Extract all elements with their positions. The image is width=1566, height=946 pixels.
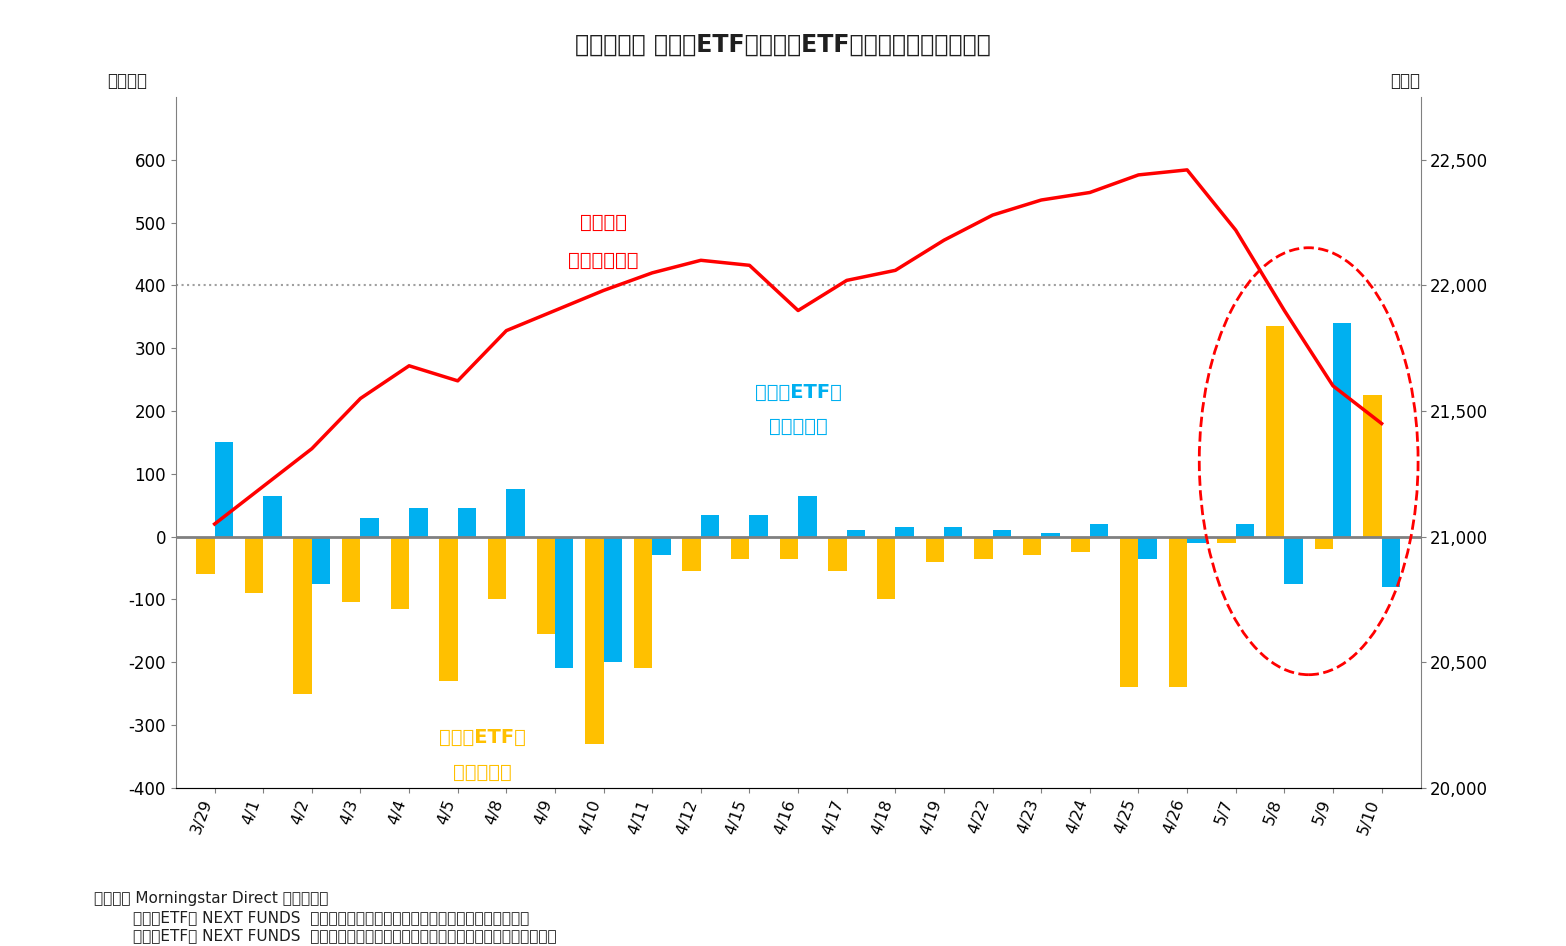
Bar	[438, 536, 457, 681]
Text: 日経平均: 日経平均	[579, 213, 626, 232]
Bar	[390, 536, 409, 609]
Text: 強気型ETFの: 強気型ETFの	[438, 728, 526, 747]
Bar	[360, 517, 379, 536]
Bar	[926, 536, 944, 562]
Bar	[1023, 536, 1041, 555]
Bar	[244, 536, 263, 593]
Bar	[896, 527, 915, 536]
Text: 弱気型ETFは NEXT FUNDS  日経平均ダブルインバース・インデックス連動型上場投信。: 弱気型ETFは NEXT FUNDS 日経平均ダブルインバース・インデックス連動…	[94, 928, 556, 943]
Bar	[651, 536, 670, 555]
Bar	[993, 531, 1012, 536]
Bar	[1217, 536, 1236, 543]
Bar	[1041, 534, 1060, 536]
Bar	[1071, 536, 1090, 552]
Bar	[828, 536, 847, 571]
Bar	[341, 536, 360, 603]
Bar	[1168, 536, 1187, 687]
Bar	[312, 536, 330, 584]
Bar	[731, 536, 750, 558]
Text: （億円）: （億円）	[106, 72, 147, 90]
Bar	[1333, 324, 1351, 536]
Text: （資料） Morningstar Direct より作成。: （資料） Morningstar Direct より作成。	[94, 891, 329, 906]
Bar	[196, 536, 215, 574]
Text: 株価（右軸）: 株価（右軸）	[568, 251, 639, 270]
Text: 》図表２》 強気型ETFと弱気型ETFの日次推計資金流出入: 》図表２》 強気型ETFと弱気型ETFの日次推計資金流出入	[575, 33, 991, 57]
Bar	[293, 536, 312, 693]
Bar	[1187, 536, 1206, 543]
Bar	[489, 536, 506, 600]
Text: 資金流出入: 資金流出入	[453, 762, 512, 781]
Bar	[634, 536, 651, 669]
Bar	[1265, 326, 1284, 536]
Bar	[263, 496, 282, 536]
Bar	[877, 536, 896, 600]
Bar	[409, 508, 428, 536]
Bar	[974, 536, 993, 558]
Bar	[554, 536, 573, 669]
Bar	[1284, 536, 1303, 584]
Bar	[1090, 524, 1109, 536]
Bar	[1314, 536, 1333, 549]
Text: 資金流出入: 資金流出入	[769, 417, 827, 436]
Bar	[750, 515, 767, 536]
Bar	[1138, 536, 1157, 558]
Bar	[215, 443, 233, 536]
Bar	[944, 527, 963, 536]
Bar	[537, 536, 554, 634]
Bar	[799, 496, 816, 536]
Bar	[683, 536, 702, 571]
Bar	[847, 531, 864, 536]
Text: 強気型ETFは NEXT FUNDS  日経平均レバレッジ・インデックス連動型上場投信。: 強気型ETFは NEXT FUNDS 日経平均レバレッジ・インデックス連動型上場…	[94, 910, 529, 925]
Bar	[457, 508, 476, 536]
Bar	[603, 536, 622, 662]
Bar	[1236, 524, 1254, 536]
Bar	[780, 536, 799, 558]
Bar	[506, 489, 525, 536]
Bar	[702, 515, 719, 536]
Bar	[1381, 536, 1400, 587]
Text: 弱気型ETFの: 弱気型ETFの	[755, 382, 841, 402]
Bar	[586, 536, 603, 744]
Text: （円）: （円）	[1391, 72, 1420, 90]
Bar	[1362, 395, 1381, 536]
Bar	[1120, 536, 1138, 687]
